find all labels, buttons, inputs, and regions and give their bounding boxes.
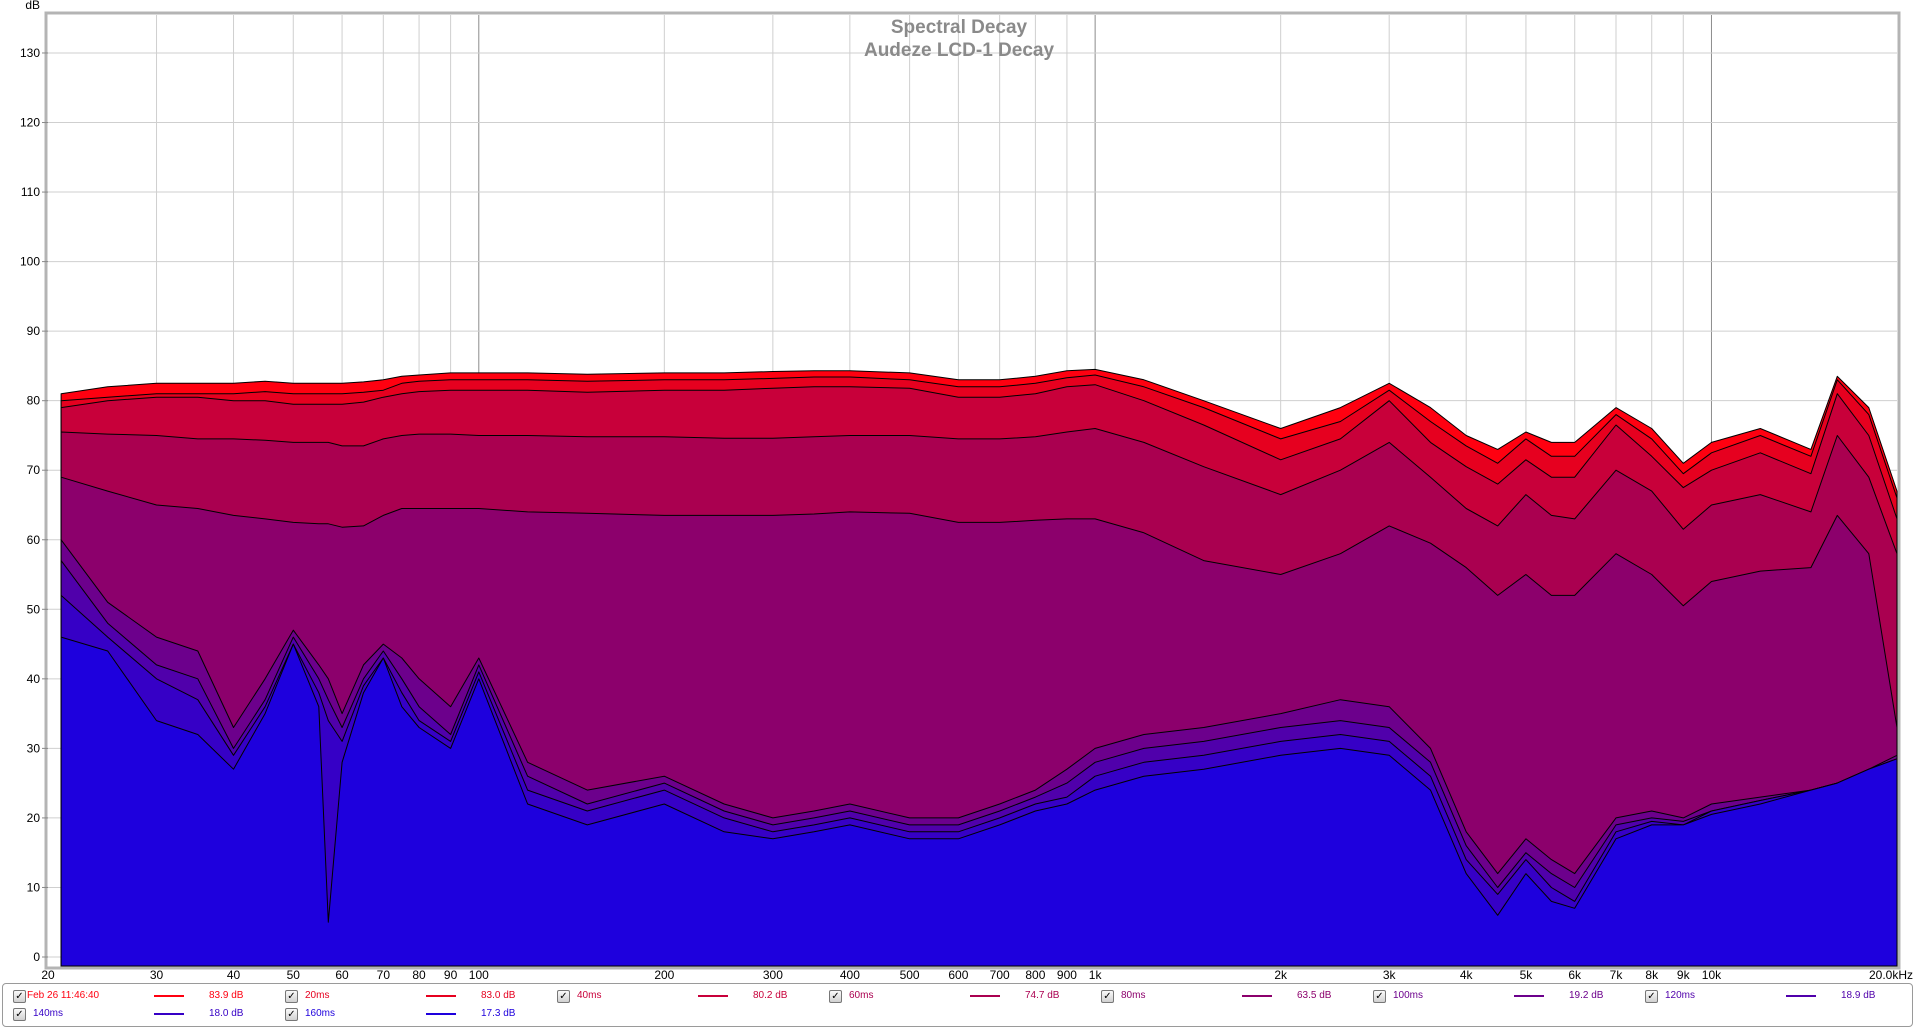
legend-swatch [1514, 995, 1544, 997]
y-tick-label: 40 [27, 672, 41, 686]
legend-value: 18.9 dB [1841, 990, 1876, 1001]
legend-value: 18.0 dB [209, 1008, 244, 1019]
legend-checkbox[interactable]: ✓ [1373, 990, 1386, 1003]
legend-label: 60ms [849, 990, 874, 1001]
legend: ✓ Feb 26 11:46:40 83.9 dB ✓ 20ms 83.0 dB ✓ 40ms… [2, 983, 1913, 1027]
y-tick-label: 10 [27, 880, 41, 894]
legend-value: 83.9 dB [209, 990, 244, 1001]
decay-areas [60, 368, 1898, 967]
chart-title: Spectral Decay [891, 17, 1028, 38]
legend-swatch [1786, 995, 1816, 997]
x-tick-label: 4k [1460, 968, 1474, 982]
x-tick-label: 700 [990, 968, 1010, 982]
legend-label: 140ms [33, 1008, 64, 1019]
legend-swatch [426, 1013, 456, 1015]
y-tick-label: 30 [27, 741, 41, 755]
legend-value: 80.2 dB [753, 990, 788, 1001]
legend-label: 160ms [305, 1008, 336, 1019]
legend-checkbox[interactable]: ✓ [557, 990, 570, 1003]
legend-checkbox[interactable]: ✓ [13, 1008, 26, 1021]
y-tick-label: 20 [27, 811, 41, 825]
x-tick-label: 20.0kHz [1869, 968, 1913, 982]
legend-checkbox[interactable]: ✓ [285, 1008, 298, 1021]
x-tick-label: 3k [1383, 968, 1397, 982]
x-tick-label: 400 [840, 968, 860, 982]
legend-label: 100ms [1393, 990, 1424, 1001]
x-tick-label: 90 [444, 968, 458, 982]
legend-swatch [698, 995, 728, 997]
legend-label: Feb 26 11:46:40 [27, 990, 100, 1001]
x-tick-label: 100 [469, 968, 489, 982]
legend-value: 19.2 dB [1569, 990, 1604, 1001]
spectral-decay-chart: 0 10 20 30 40 50 60 70 80 90 100 110 120 130 20 30 40 50… [20, 0, 1913, 982]
x-tick-label: 900 [1057, 968, 1077, 982]
y-tick-label: 70 [27, 463, 41, 477]
legend-value: 74.7 dB [1025, 990, 1060, 1001]
x-tick-label: 1k [1089, 968, 1103, 982]
legend-swatch [426, 995, 456, 997]
y-tick-label: 80 [27, 394, 41, 408]
y-tick-label: 100 [20, 255, 40, 269]
x-tick-label: 80 [412, 968, 426, 982]
x-tick-label: 20 [41, 968, 55, 982]
x-tick-label: 600 [948, 968, 968, 982]
x-tick-label: 200 [654, 968, 674, 982]
legend-swatch [154, 1013, 184, 1015]
x-tick-label: 70 [377, 968, 391, 982]
legend-checkbox[interactable]: ✓ [285, 990, 298, 1003]
y-axis-unit: dB [25, 0, 40, 12]
legend-checkbox[interactable]: ✓ [13, 990, 26, 1003]
x-tick-label: 2k [1274, 968, 1288, 982]
x-axis: 20 30 40 50 60 70 80 90 100 200 300 400 500 600 700 800… [41, 968, 1913, 982]
x-tick-label: 500 [900, 968, 920, 982]
legend-checkbox[interactable]: ✓ [1101, 990, 1114, 1003]
legend-swatch [1242, 995, 1272, 997]
legend-value: 63.5 dB [1297, 990, 1332, 1001]
legend-value: 17.3 dB [481, 1008, 516, 1019]
legend-checkbox[interactable]: ✓ [1645, 990, 1658, 1003]
y-tick-label: 90 [27, 324, 41, 338]
legend-swatch [970, 995, 1000, 997]
legend-swatch [154, 995, 184, 997]
legend-label: 80ms [1121, 990, 1146, 1001]
x-tick-label: 10k [1702, 968, 1722, 982]
x-tick-label: 40 [227, 968, 241, 982]
x-tick-label: 30 [150, 968, 164, 982]
x-tick-label: 800 [1025, 968, 1045, 982]
y-tick-label: 0 [33, 950, 40, 964]
x-tick-label: 60 [335, 968, 349, 982]
y-tick-label: 50 [27, 602, 41, 616]
x-tick-label: 9k [1677, 968, 1691, 982]
x-tick-label: 300 [763, 968, 783, 982]
y-tick-label: 120 [20, 116, 40, 130]
x-tick-label: 6k [1568, 968, 1582, 982]
x-tick-label: 5k [1520, 968, 1534, 982]
legend-label: 40ms [577, 990, 602, 1001]
chart-subtitle: Audeze LCD-1 Decay [864, 40, 1054, 61]
legend-label: 20ms [305, 990, 330, 1001]
x-tick-label: 7k [1610, 968, 1624, 982]
y-tick-label: 110 [21, 185, 40, 199]
y-axis: 0 10 20 30 40 50 60 70 80 90 100 110 120 130 [20, 46, 48, 964]
decay-area-160ms [60, 636, 1898, 967]
x-tick-label: 8k [1645, 968, 1659, 982]
x-tick-label: 50 [287, 968, 301, 982]
legend-value: 83.0 dB [481, 990, 516, 1001]
legend-label: 120ms [1665, 990, 1696, 1001]
y-tick-label: 60 [27, 533, 41, 547]
y-tick-label: 130 [20, 46, 40, 60]
legend-checkbox[interactable]: ✓ [829, 990, 842, 1003]
